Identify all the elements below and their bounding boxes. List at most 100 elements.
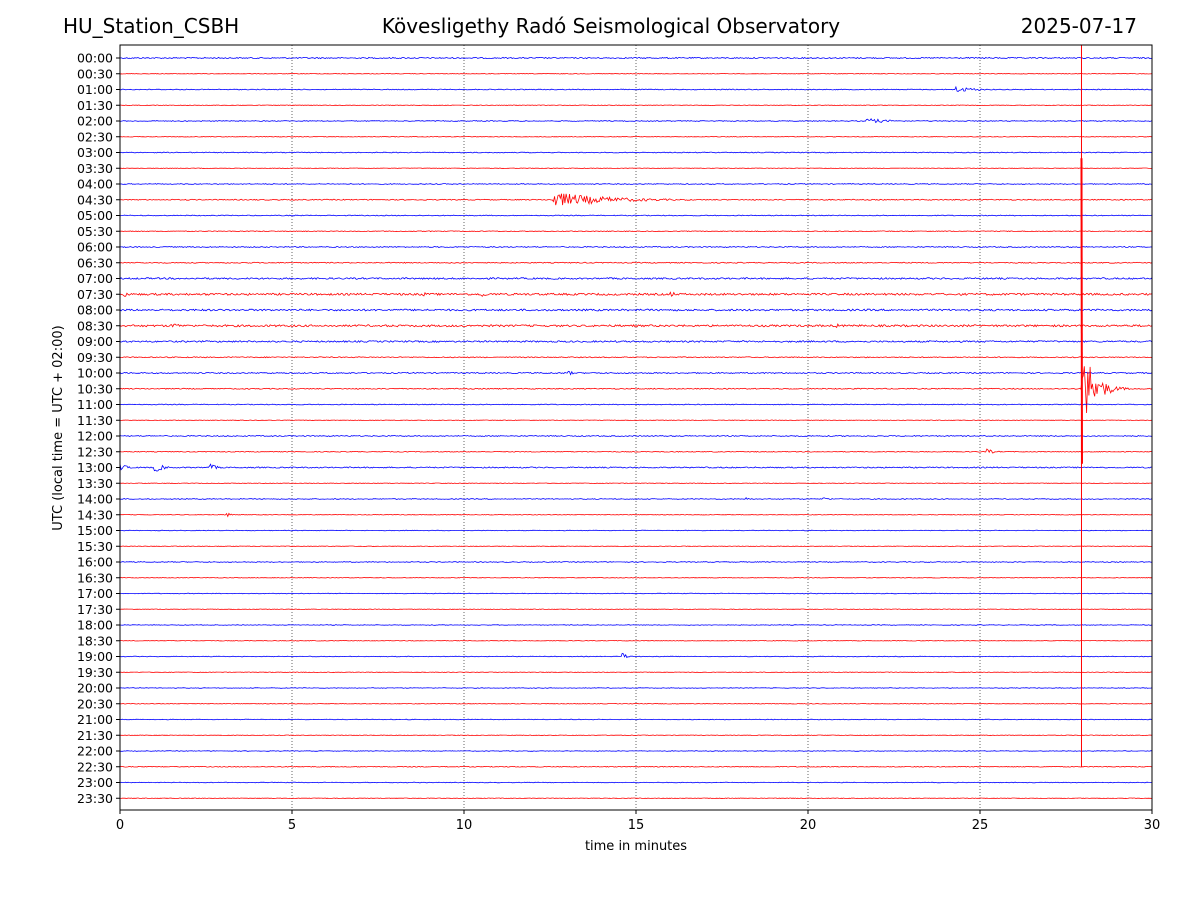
trace-row-0000 [119,56,1153,60]
trace-row-1630 [119,577,1153,579]
y-axis-label: UTC (local time = UTC + 02:00) [51,325,66,530]
row-label: 18:00 [77,618,113,633]
trace-row-0430 [119,193,1153,206]
row-label: 02:30 [77,129,113,144]
trace-row-2230 [119,765,1153,768]
row-label: 19:30 [77,665,113,680]
trace-row-1300 [119,463,1153,472]
x-tick-label: 15 [628,818,645,833]
x-tick-label: 10 [456,818,473,833]
row-label: 20:00 [77,681,113,696]
row-label: 21:00 [77,712,113,727]
row-label: 04:30 [77,192,113,207]
row-label: 05:00 [77,208,113,223]
x-tick-label: 5 [288,818,296,833]
trace-row-1700 [119,592,1153,595]
trace-row-2300 [119,781,1152,784]
seismogram-traces [119,45,1153,799]
trace-row-1530 [119,545,1152,547]
row-label: 06:00 [77,240,113,255]
row-label: 22:00 [77,744,113,759]
trace-row-1330 [119,482,1152,484]
trace-row-0830 [119,323,1153,329]
x-axis-label: time in minutes [585,839,687,854]
row-label: 02:00 [77,114,113,129]
row-label: 18:30 [77,633,113,648]
row-label: 06:30 [77,255,113,270]
row-label: 17:30 [77,602,113,617]
row-label: 00:00 [77,51,113,66]
trace-row-2130 [119,734,1152,736]
large-event-trace-strong [1080,158,1083,464]
row-label: 21:30 [77,728,113,743]
trace-row-0100 [120,85,1153,92]
row-label: 22:30 [77,759,113,774]
trace-row-1500 [119,529,1153,532]
row-label: 07:30 [77,287,113,302]
row-label: 15:30 [77,539,113,554]
trace-row-1000 [119,370,1153,376]
trace-row-0630 [119,261,1153,264]
trace-row-1930 [119,671,1152,673]
trace-row-2100 [120,718,1153,721]
trace-row-1130 [120,419,1152,421]
row-label: 07:00 [77,271,113,286]
x-tick-label: 25 [972,818,989,833]
row-label: 10:30 [77,381,113,396]
trace-row-0800 [119,308,1153,312]
row-label: 20:30 [77,696,113,711]
trace-row-0730 [119,291,1153,297]
chart-date: 2025-07-17 [1020,14,1137,38]
trace-row-2330 [119,797,1153,799]
x-ticks: 0 5 10 15 20 25 30 [116,810,1160,833]
trace-row-1200 [119,434,1153,438]
trace-row-1400 [119,497,1153,500]
trace-row-0500 [119,214,1153,217]
row-label: 01:30 [77,98,113,113]
row-labels: 00:0000:3001:0001:3002:0002:3003:0003:30… [77,51,120,806]
trace-row-1230 [119,448,1153,454]
trace-row-0130 [119,104,1153,106]
chart-title: Kövesligethy Radó Seismological Observat… [381,14,841,38]
trace-row-0230 [120,136,1153,138]
trace-row-0530 [119,230,1153,233]
trace-row-0330 [119,167,1153,169]
row-label: 01:00 [77,82,113,97]
trace-row-0930 [119,356,1153,359]
trace-row-1900 [119,652,1153,659]
row-label: 05:30 [77,224,113,239]
trace-row-2200 [119,750,1153,752]
x-tick-label: 20 [800,818,817,833]
trace-row-1800 [119,624,1153,626]
trace-row-0200 [119,118,1153,124]
row-label: 12:00 [77,429,113,444]
trace-row-1730 [119,608,1153,610]
trace-row-2030 [120,703,1153,705]
row-label: 16:00 [77,555,113,570]
row-label: 03:00 [77,145,113,160]
row-label: 16:30 [77,570,113,585]
trace-row-0300 [119,151,1153,154]
x-tick-label: 0 [116,818,124,833]
row-label: 23:30 [77,791,113,806]
trace-row-1430 [119,512,1153,518]
row-label: 15:00 [77,523,113,538]
trace-row-0900 [119,340,1153,343]
row-label: 08:00 [77,303,113,318]
trace-row-0030 [119,73,1153,75]
trace-row-1030 [119,366,1153,414]
row-label: 13:00 [77,460,113,475]
trace-row-1830 [119,640,1153,642]
row-label: 04:00 [77,177,113,192]
row-label: 14:00 [77,492,113,507]
row-label: 13:30 [77,476,113,491]
x-tick-label: 30 [1144,818,1161,833]
row-label: 11:30 [77,413,113,428]
row-label: 19:00 [77,649,113,664]
row-label: 14:30 [77,507,113,522]
grid-lines [291,45,981,810]
row-label: 09:00 [77,334,113,349]
trace-row-1100 [119,403,1153,406]
trace-row-1600 [119,561,1152,563]
